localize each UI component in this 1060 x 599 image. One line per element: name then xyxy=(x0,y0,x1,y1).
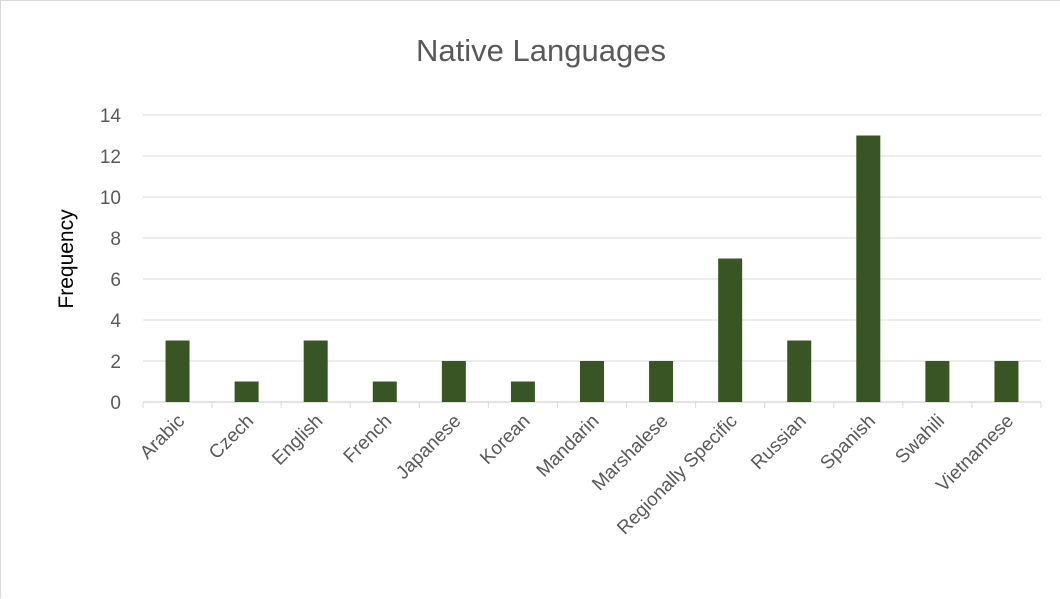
x-tick-label: Mandarin xyxy=(533,411,604,482)
x-tick-label: Swahili xyxy=(892,411,949,468)
x-tick-label: Arabic xyxy=(136,411,189,464)
bar-spanish xyxy=(856,135,881,402)
bar-russian xyxy=(787,340,812,402)
bar-arabic xyxy=(165,340,190,402)
bar-korean xyxy=(510,381,535,402)
x-tick-label: Korean xyxy=(476,411,534,469)
y-tick-label: 12 xyxy=(100,147,121,168)
bar-marshalese xyxy=(649,361,674,402)
chart-title: Native Languages xyxy=(416,33,666,68)
bar-czech xyxy=(234,381,259,402)
bar-regionally-specific xyxy=(718,258,743,402)
x-tick-label: English xyxy=(268,411,327,470)
x-tick-label: Regionally Specific xyxy=(613,411,741,539)
x-tick-label: Czech xyxy=(205,411,258,464)
bar-english xyxy=(303,340,328,402)
bar-swahili xyxy=(925,361,950,402)
x-tick-label: Japanese xyxy=(392,411,465,484)
bar-vietnamese xyxy=(994,361,1019,402)
bar-mandarin xyxy=(580,361,604,402)
x-tick-label: Spanish xyxy=(816,411,879,474)
y-tick-label: 10 xyxy=(100,188,121,209)
y-tick-label: 14 xyxy=(100,106,122,127)
bar-french xyxy=(372,381,397,402)
x-tick-label: French xyxy=(340,411,397,468)
y-tick-label: 2 xyxy=(110,352,121,373)
bar-japanese xyxy=(441,361,466,402)
y-tick-label: 4 xyxy=(110,311,121,332)
y-tick-label: 0 xyxy=(110,393,121,414)
y-tick-label: 6 xyxy=(110,270,121,291)
x-tick-label: Russian xyxy=(747,411,810,474)
y-tick-label: 8 xyxy=(110,229,121,250)
